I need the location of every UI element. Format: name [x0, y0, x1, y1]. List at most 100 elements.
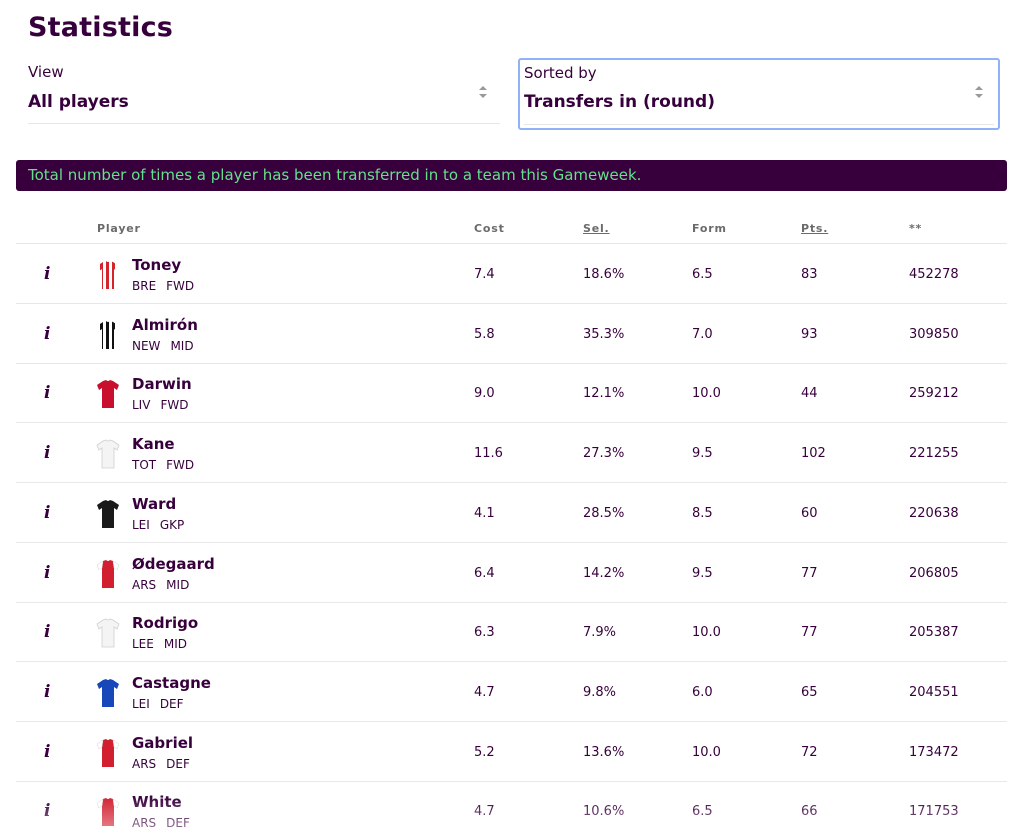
- player-name[interactable]: Darwin: [132, 375, 192, 394]
- info-icon[interactable]: i: [44, 801, 51, 822]
- sort-select-label: Sorted by: [524, 64, 597, 82]
- player-selected: 14.2%: [583, 565, 625, 581]
- player-name[interactable]: Castagne: [132, 673, 211, 692]
- player-team: LIV: [132, 398, 151, 413]
- player-cost: 9.0: [474, 386, 495, 402]
- player-meta: NEW MID: [132, 339, 204, 353]
- header-cost: Cost: [474, 222, 505, 235]
- player-transfers-in: 452278: [909, 267, 959, 282]
- player-meta: BRE FWD: [132, 279, 204, 293]
- table-row: i Rodrigo LEE MID 6.3 7.9% 10.0 77 205387: [16, 602, 1007, 663]
- player-points: 65: [801, 684, 818, 700]
- player-cost: 5.8: [474, 326, 495, 342]
- player-position: FWD: [160, 398, 189, 413]
- player-points: 44: [801, 386, 818, 402]
- info-icon[interactable]: i: [44, 562, 51, 583]
- player-cost: 5.2: [474, 744, 495, 760]
- player-transfers-in: 173472: [909, 744, 959, 760]
- player-team: BRE: [132, 279, 157, 293]
- player-points: 83: [801, 267, 818, 282]
- player-name[interactable]: Ødegaard: [132, 554, 215, 573]
- player-team: ARS: [132, 816, 157, 831]
- info-icon[interactable]: i: [44, 681, 51, 702]
- table-row: i Ward LEI GKP 4.1 28.5% 8.5 60 220638: [16, 483, 1007, 543]
- sort-select[interactable]: Sorted by Transfers in (round): [518, 58, 1000, 130]
- player-name[interactable]: Gabriel: [132, 733, 194, 752]
- player-form: 9.5: [692, 446, 713, 462]
- sort-select-underline: [524, 124, 994, 125]
- header-selected[interactable]: Sel.: [583, 222, 610, 235]
- player-cost: 6.4: [474, 565, 495, 581]
- player-name[interactable]: Rodrigo: [132, 614, 199, 633]
- player-form: 6.5: [692, 804, 713, 820]
- player-name[interactable]: White: [132, 793, 182, 812]
- player-position: GKP: [159, 517, 185, 532]
- player-name[interactable]: Kane: [132, 435, 175, 454]
- player-team: LEI: [132, 517, 150, 532]
- player-position: FWD: [166, 279, 195, 293]
- player-transfers-in: 204551: [909, 684, 959, 700]
- view-select-value[interactable]: All players: [28, 92, 129, 112]
- info-icon[interactable]: i: [44, 383, 51, 404]
- player-meta: ARS DEF: [132, 757, 200, 771]
- player-selected: 10.6%: [583, 804, 625, 820]
- team-shirt-icon: [97, 261, 119, 289]
- player-transfers-in: 309850: [909, 326, 959, 342]
- player-form: 10.0: [692, 386, 721, 402]
- sort-arrows-icon: [479, 86, 487, 98]
- player-points: 60: [801, 505, 818, 521]
- sort-arrows-icon: [975, 86, 983, 98]
- player-name[interactable]: Almirón: [132, 315, 198, 334]
- player-name[interactable]: Ward: [132, 494, 177, 513]
- player-cost: 6.3: [474, 625, 495, 641]
- player-form: 8.5: [692, 505, 713, 521]
- player-name[interactable]: Toney: [132, 256, 182, 274]
- table-header: Player Cost Sel. Form Pts. **: [16, 212, 1007, 244]
- info-icon[interactable]: i: [44, 741, 51, 762]
- team-shirt-icon: [96, 618, 120, 648]
- header-player: Player: [97, 222, 141, 235]
- player-meta: LEI GKP: [132, 518, 194, 532]
- player-points: 72: [801, 744, 818, 760]
- info-icon[interactable]: i: [44, 264, 51, 284]
- sort-select-value[interactable]: Transfers in (round): [524, 92, 715, 112]
- table-row: i White ARS DEF 4.7 10.6% 6.5 66 171753: [16, 781, 1007, 835]
- info-icon[interactable]: i: [44, 502, 51, 523]
- player-cost: 11.6: [474, 446, 503, 462]
- player-position: DEF: [159, 696, 184, 711]
- player-transfers-in: 206805: [909, 565, 959, 581]
- table-row: i Gabriel ARS DEF 5.2 13.6% 10.0 72 173472: [16, 722, 1007, 782]
- player-position: FWD: [166, 458, 195, 473]
- player-meta: LEE MID: [132, 637, 197, 651]
- player-team: LEI: [132, 696, 150, 711]
- team-shirt-icon: [96, 738, 120, 767]
- player-meta: TOT FWD: [132, 458, 204, 472]
- player-selected: 35.3%: [583, 326, 625, 342]
- player-meta: LEI DEF: [132, 697, 194, 711]
- player-transfers-in: 220638: [909, 505, 959, 521]
- player-team: LEE: [132, 637, 154, 652]
- team-shirt-icon: [97, 678, 119, 707]
- header-points[interactable]: Pts.: [801, 222, 829, 235]
- player-points: 93: [801, 326, 818, 342]
- player-position: DEF: [166, 816, 190, 831]
- player-transfers-in: 259212: [909, 386, 959, 402]
- info-icon[interactable]: i: [44, 622, 51, 643]
- info-icon[interactable]: i: [44, 323, 51, 344]
- player-cost: 7.4: [474, 267, 495, 282]
- table-row: i Ødegaard ARS MID 6.4 14.2% 9.5 77 206805: [16, 543, 1007, 603]
- player-selected: 12.1%: [583, 386, 625, 402]
- player-meta: LIV FWD: [132, 398, 198, 412]
- info-icon[interactable]: i: [44, 443, 51, 464]
- header-sort-value: **: [909, 222, 923, 235]
- view-select[interactable]: View All players: [28, 58, 500, 124]
- player-team: ARS: [132, 756, 157, 771]
- view-select-label: View: [28, 63, 64, 81]
- player-points: 77: [801, 565, 818, 581]
- player-transfers-in: 171753: [909, 804, 959, 820]
- player-form: 6.0: [692, 684, 713, 700]
- player-selected: 27.3%: [583, 446, 625, 462]
- table-row: i Kane TOT FWD 11.6 27.3% 9.5 102 221255: [16, 423, 1007, 484]
- player-selected: 7.9%: [583, 625, 617, 641]
- player-position: MID: [166, 577, 190, 592]
